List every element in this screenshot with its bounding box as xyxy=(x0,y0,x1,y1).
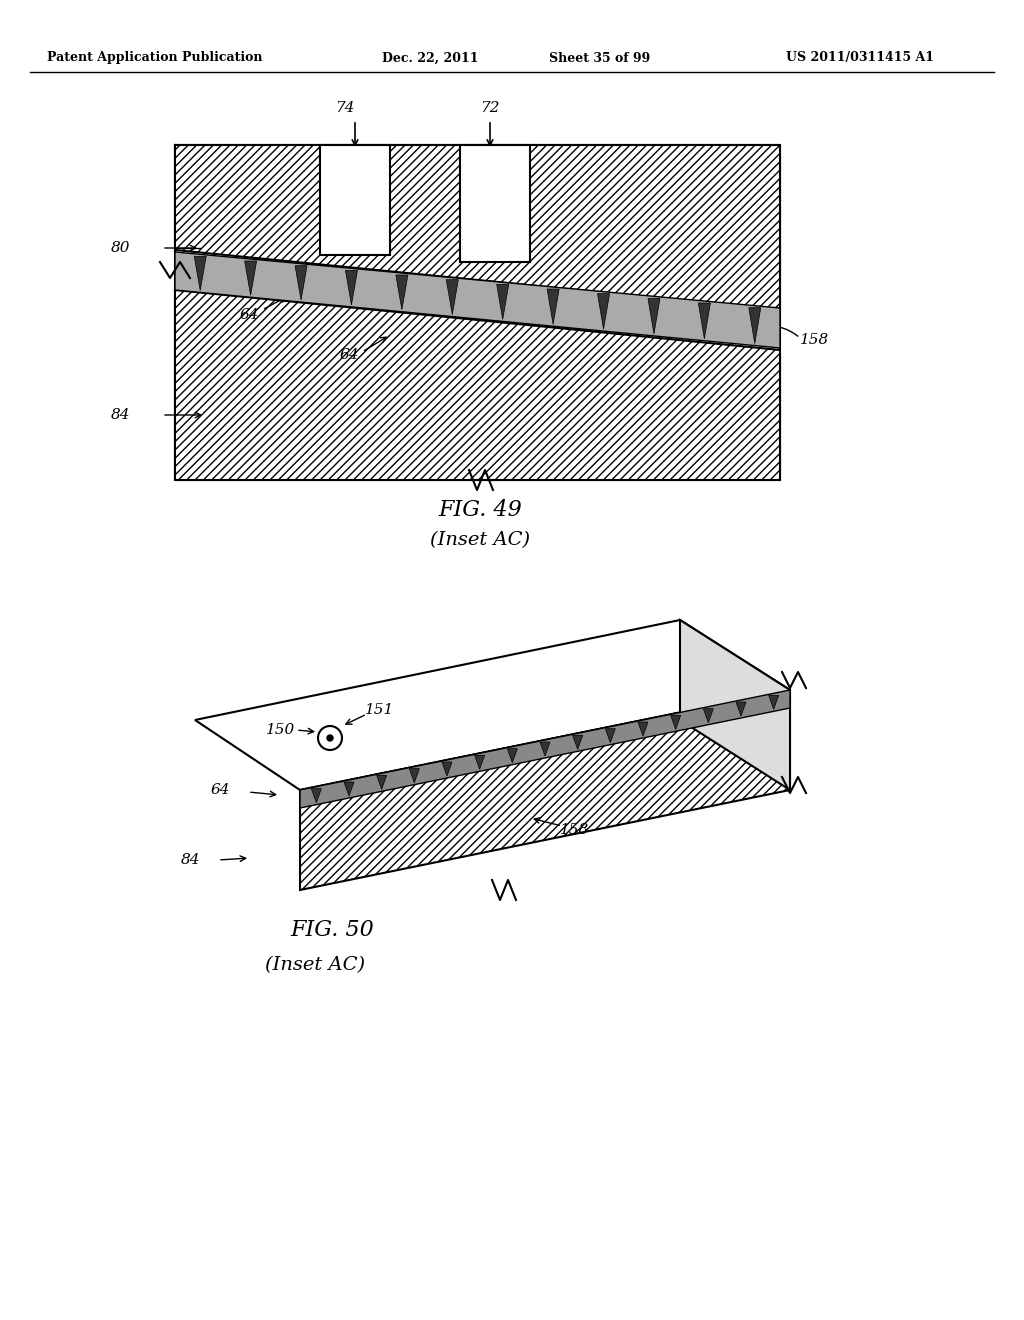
Text: Dec. 22, 2011: Dec. 22, 2011 xyxy=(382,51,478,65)
Polygon shape xyxy=(377,775,387,789)
Polygon shape xyxy=(300,690,790,890)
Text: 151: 151 xyxy=(365,704,394,717)
Text: 84: 84 xyxy=(180,853,200,867)
Polygon shape xyxy=(703,709,714,722)
Polygon shape xyxy=(319,145,390,255)
Polygon shape xyxy=(736,702,746,715)
Text: 158: 158 xyxy=(800,333,829,347)
Polygon shape xyxy=(345,271,357,305)
Text: 80: 80 xyxy=(111,242,130,255)
Polygon shape xyxy=(648,298,659,334)
Circle shape xyxy=(318,726,342,750)
Text: 84: 84 xyxy=(111,408,130,422)
Polygon shape xyxy=(195,256,206,290)
Polygon shape xyxy=(344,781,354,796)
Text: FIG. 50: FIG. 50 xyxy=(290,919,374,941)
Polygon shape xyxy=(598,293,609,329)
Polygon shape xyxy=(671,715,681,730)
Polygon shape xyxy=(547,289,559,325)
Polygon shape xyxy=(638,722,648,737)
Text: 150: 150 xyxy=(266,723,295,737)
Polygon shape xyxy=(442,762,452,776)
Polygon shape xyxy=(446,280,459,314)
Polygon shape xyxy=(396,275,408,310)
Polygon shape xyxy=(698,304,711,339)
Polygon shape xyxy=(475,755,484,770)
Text: 74: 74 xyxy=(335,102,354,115)
Polygon shape xyxy=(175,145,780,310)
Polygon shape xyxy=(540,742,550,756)
Polygon shape xyxy=(175,290,780,480)
Polygon shape xyxy=(460,145,530,261)
Polygon shape xyxy=(507,748,517,763)
Text: 64: 64 xyxy=(240,308,259,322)
Text: FIG. 49: FIG. 49 xyxy=(438,499,522,521)
Text: Patent Application Publication: Patent Application Publication xyxy=(47,51,263,65)
Polygon shape xyxy=(295,265,307,300)
Text: (Inset AC): (Inset AC) xyxy=(430,531,530,549)
Text: Sheet 35 of 99: Sheet 35 of 99 xyxy=(549,51,650,65)
Polygon shape xyxy=(605,729,615,743)
Polygon shape xyxy=(195,620,790,789)
Text: US 2011/0311415 A1: US 2011/0311415 A1 xyxy=(786,51,934,65)
Text: 64: 64 xyxy=(340,348,359,362)
Polygon shape xyxy=(300,690,790,808)
Text: 158: 158 xyxy=(560,822,589,837)
Circle shape xyxy=(327,735,333,741)
Polygon shape xyxy=(680,620,790,789)
Text: 72: 72 xyxy=(480,102,500,115)
Polygon shape xyxy=(749,308,761,343)
Polygon shape xyxy=(175,252,780,348)
Polygon shape xyxy=(245,261,257,296)
Polygon shape xyxy=(497,284,509,319)
Text: (Inset AC): (Inset AC) xyxy=(265,956,366,974)
Polygon shape xyxy=(311,788,322,803)
Polygon shape xyxy=(769,696,778,709)
Polygon shape xyxy=(572,735,583,750)
Text: 64: 64 xyxy=(211,783,230,797)
Polygon shape xyxy=(410,768,420,783)
